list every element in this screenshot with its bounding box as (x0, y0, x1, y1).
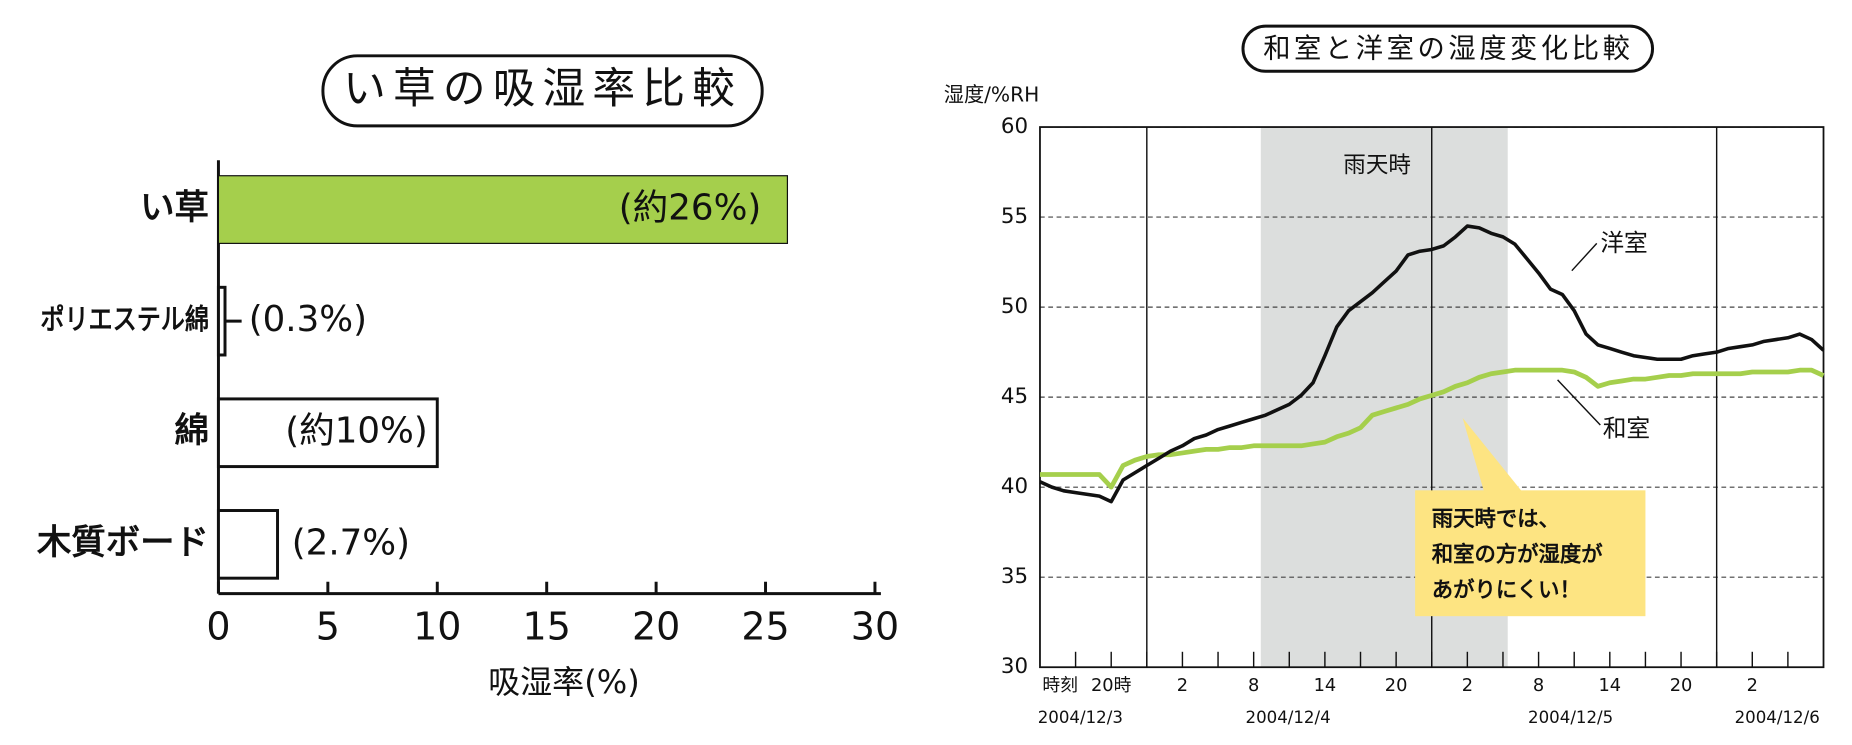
x-tick-label: 2 (1462, 675, 1473, 696)
x-tick-label: 30 (851, 605, 899, 649)
x-tick-label: 15 (523, 605, 571, 649)
chart-title: い草の吸湿率比較 (343, 64, 742, 114)
plot-frame (1039, 126, 1825, 669)
annotation: 雨天時 (1343, 153, 1411, 179)
chart-title: 和室と洋室の湿度変化比較 (1263, 33, 1633, 64)
y-tick-label: 40 (1001, 474, 1028, 499)
x-tick-label: 8 (1533, 675, 1544, 696)
series-line (1039, 224, 1825, 504)
series-label: 洋室 (1600, 229, 1647, 257)
leader-line (1571, 242, 1598, 272)
value-label: (2.7%) (292, 522, 410, 563)
x-tick-label: 0 (206, 605, 230, 649)
title-box (321, 54, 764, 128)
x-tick-label: 2 (1747, 675, 1758, 696)
value-label: (約10%) (285, 411, 428, 452)
x-axis-label: 時刻 (1042, 675, 1078, 696)
x-tick-label: 2 (1177, 675, 1188, 696)
title-box (1241, 24, 1655, 73)
x-tick-label: 20 (1385, 675, 1408, 696)
y-tick-label: 30 (1001, 654, 1028, 679)
date-label: 2004/12/5 (1528, 708, 1613, 727)
category-label: 綿 (175, 411, 209, 451)
bar (217, 175, 789, 244)
x-tick-label: 20 (632, 605, 680, 649)
callout-text: 和室の方が湿度が (1432, 542, 1604, 568)
date-label: 2004/12/3 (1038, 708, 1123, 727)
value-label: (0.3%) (249, 299, 367, 340)
y-tick-label: 35 (1001, 564, 1028, 589)
bar (216, 509, 280, 580)
y-tick-label: 60 (1001, 114, 1028, 139)
leader-line (1557, 379, 1601, 426)
x-tick-label: 14 (1598, 675, 1621, 696)
x-tick-label: 25 (741, 605, 789, 649)
x-tick-label: 20時 (1091, 675, 1132, 696)
y-tick-label: 50 (1001, 294, 1028, 319)
x-tick-label: 10 (413, 605, 461, 649)
x-tick-label: 14 (1314, 675, 1337, 696)
category-label: い草 (140, 188, 209, 228)
bar (216, 397, 439, 469)
category-label: ポリエステル綿 (40, 303, 209, 336)
bar (216, 285, 227, 357)
series-label: 和室 (1603, 414, 1650, 442)
series-line (1039, 367, 1825, 490)
category-label: 木質ボード (36, 523, 209, 563)
x-axis-label: 吸湿率(%) (488, 663, 640, 701)
y-axis-label: 湿度/%RH (944, 83, 1039, 107)
callout-text: あがりにくい！ (1432, 577, 1581, 603)
y-tick-label: 55 (1001, 204, 1028, 229)
y-tick-label: 45 (1001, 384, 1028, 409)
x-tick-label: 5 (316, 605, 340, 649)
value-label: (約26%) (619, 188, 762, 229)
callout-box (1415, 490, 1646, 617)
callout-text: 雨天時では、 (1432, 507, 1560, 532)
date-label: 2004/12/6 (1735, 708, 1820, 727)
x-tick-label: 8 (1248, 675, 1259, 696)
x-tick-label: 20 (1670, 675, 1693, 696)
date-label: 2004/12/4 (1246, 708, 1331, 727)
